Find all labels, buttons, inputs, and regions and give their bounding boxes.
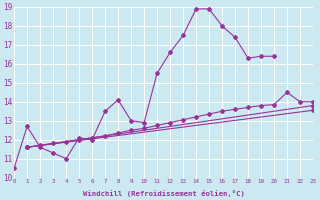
- X-axis label: Windchill (Refroidissement éolien,°C): Windchill (Refroidissement éolien,°C): [83, 190, 244, 197]
